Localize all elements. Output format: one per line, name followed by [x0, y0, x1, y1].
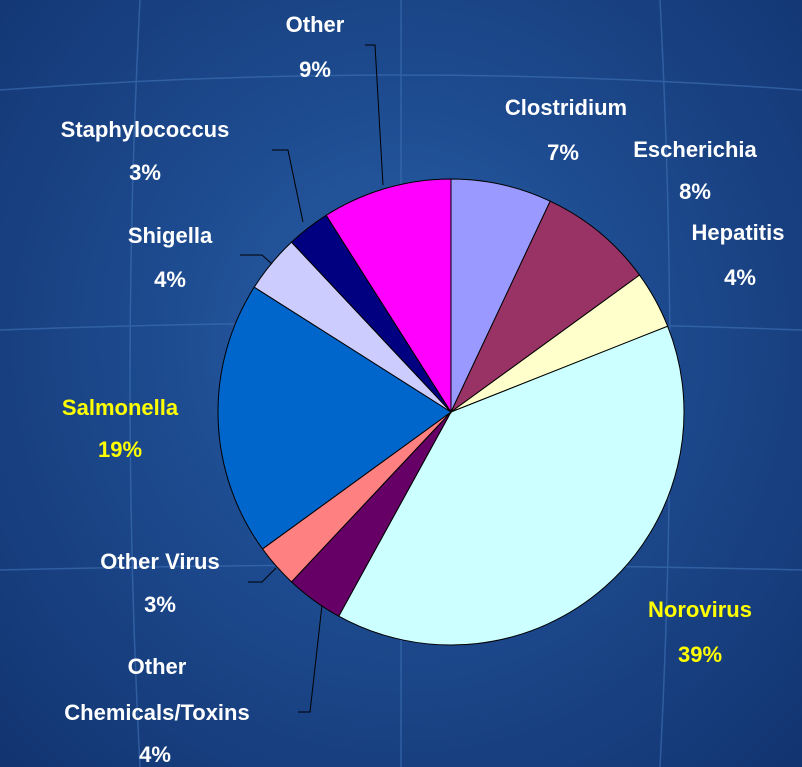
label: Other [285, 12, 345, 37]
label: Escherichia [633, 137, 757, 162]
label: Clostridium [504, 95, 628, 120]
leader-lines [240, 44, 384, 713]
label: Other Chemicals/Toxins [64, 654, 250, 725]
pie-slice [217, 286, 452, 550]
pie-slice [338, 325, 685, 646]
value-label: 4% [724, 265, 756, 290]
value-label: 19% [97, 437, 143, 462]
pie [217, 178, 685, 646]
pie-slice [325, 178, 452, 414]
label: Hepatitis [691, 220, 785, 245]
value-label: 39% [677, 642, 723, 667]
label: Salmonella [61, 395, 179, 420]
label: Staphylococcus [60, 117, 230, 142]
value-label: 9% [299, 57, 331, 82]
pie-slice [450, 200, 641, 413]
value-label: 4% [139, 742, 171, 767]
pie-slice [450, 178, 551, 413]
label: Shigella [127, 223, 213, 248]
label: Norovirus [648, 597, 752, 622]
value-label: 8% [679, 179, 711, 204]
value-label: 3% [144, 592, 176, 617]
value-label: 4% [154, 267, 186, 292]
value-label: 3% [129, 160, 161, 185]
value-label: 7% [547, 140, 579, 165]
label: Other Virus [100, 549, 220, 574]
